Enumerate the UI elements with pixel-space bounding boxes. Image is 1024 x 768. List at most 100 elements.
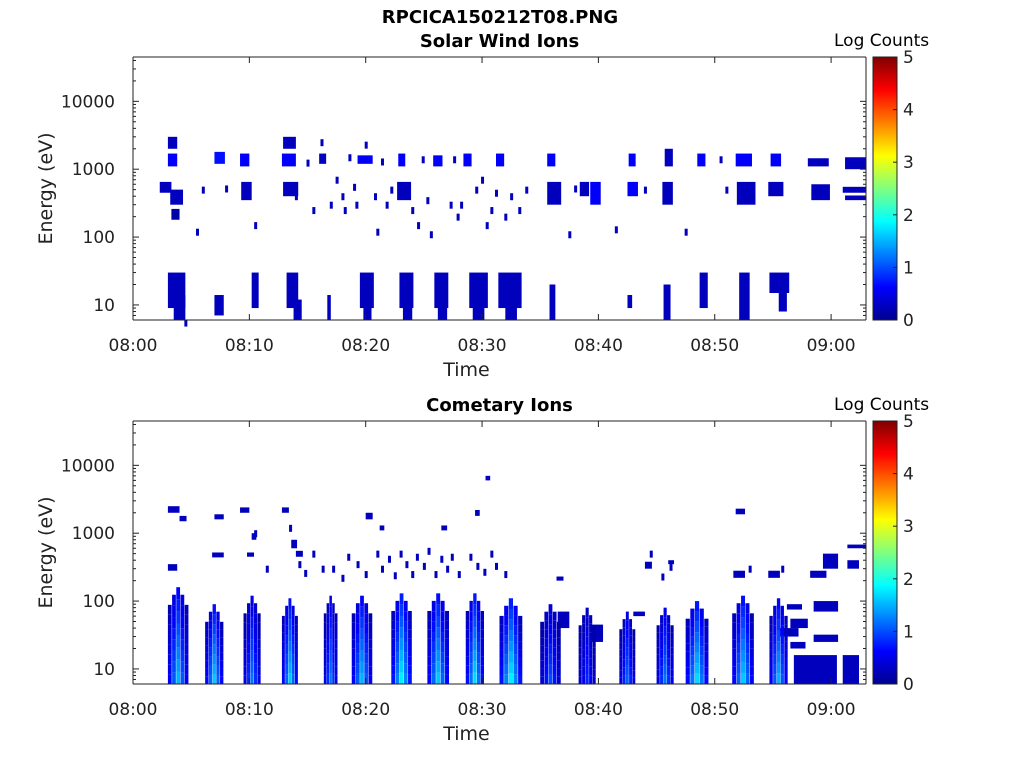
heatmap-cell — [704, 675, 709, 684]
heatmap-cell — [773, 635, 777, 645]
heatmap-cell — [254, 663, 258, 674]
heatmap-cell — [291, 615, 295, 626]
heatmap-cell — [480, 629, 485, 639]
heatmap-cell — [592, 654, 596, 662]
heatmap-cell — [257, 675, 261, 684]
heatmap-cell — [208, 620, 213, 630]
heatmap-cell — [556, 621, 561, 630]
heatmap-cell — [184, 674, 189, 684]
heatmap-cell — [736, 181, 756, 205]
heatmap-cell — [360, 617, 364, 629]
heatmap-cell — [403, 632, 408, 643]
heatmap-cell — [408, 647, 412, 657]
heatmap-cell — [427, 638, 432, 648]
heatmap-cell — [415, 553, 419, 561]
heatmap-cell — [776, 619, 781, 631]
heatmap-cell — [589, 649, 593, 659]
heatmap-cell — [469, 621, 473, 633]
heatmap-cell — [285, 635, 289, 645]
heatmap-cell — [355, 643, 360, 654]
heatmap-cell — [395, 621, 400, 633]
heatmap-cell — [289, 524, 293, 532]
heatmap-cell — [582, 640, 586, 650]
heatmap-cell — [364, 663, 369, 674]
heatmap-cell — [495, 562, 499, 570]
heatmap-cell — [619, 649, 623, 657]
heatmap-cell — [450, 553, 454, 561]
heatmap-cell — [619, 629, 623, 637]
heatmap-cell — [632, 656, 636, 664]
heatmap-cell — [427, 674, 432, 684]
heatmap-cell — [578, 669, 582, 677]
heatmap-cell — [784, 624, 788, 633]
heatmap-cell — [403, 652, 408, 664]
heatmap-cell — [212, 604, 216, 615]
heatmap-cell — [291, 664, 295, 675]
heatmap-cell — [663, 626, 667, 637]
heatmap-cell — [667, 675, 671, 684]
heatmap-cell — [363, 299, 372, 320]
heatmap-cell — [288, 598, 292, 609]
y-tick-label: 10 — [93, 296, 115, 316]
heatmap-cell — [243, 666, 247, 676]
heatmap-cell — [690, 618, 695, 628]
heatmap-cell — [405, 561, 409, 569]
heatmap-cell — [184, 614, 189, 625]
heatmap-cell — [329, 606, 332, 618]
heatmap-cell — [476, 663, 481, 674]
heatmap-cell — [784, 632, 788, 642]
heatmap-cell — [440, 611, 445, 622]
heatmap-cell — [472, 295, 485, 320]
heatmap-cell — [694, 663, 700, 674]
heatmap-cell — [205, 668, 209, 677]
heatmap-cell — [341, 574, 345, 582]
heatmap-cell — [813, 601, 839, 612]
figure-title: RPCICA150212T08.PNG — [381, 7, 619, 28]
heatmap-cell — [326, 663, 330, 674]
heatmap-cell — [508, 673, 513, 684]
heatmap-cell — [748, 565, 752, 573]
heatmap-cell — [436, 627, 441, 639]
heatmap-cell — [548, 664, 553, 675]
heatmap-cell — [582, 632, 586, 641]
heatmap-cell — [632, 663, 636, 671]
heatmap-cell — [508, 608, 513, 620]
heatmap-cell — [440, 555, 444, 563]
heatmap-cell — [364, 653, 369, 664]
panel-title-solar-wind: Solar Wind Ions — [419, 31, 580, 52]
colorbar — [872, 56, 898, 321]
heatmap-cell — [294, 658, 298, 667]
heatmap-cell — [622, 667, 626, 676]
heatmap-cell — [351, 657, 356, 667]
heatmap-cell — [395, 600, 400, 612]
heatmap-cell — [195, 228, 199, 236]
heatmap-cell — [460, 201, 464, 209]
heatmap-cell — [619, 656, 623, 664]
heatmap-cell — [694, 632, 700, 643]
heatmap-cell — [285, 605, 289, 616]
heatmap-cell — [440, 642, 445, 653]
heatmap-cell — [736, 623, 741, 634]
heatmap-cell — [556, 652, 561, 661]
heatmap-cell — [332, 663, 335, 674]
x-axis-label: Time — [442, 359, 490, 381]
heatmap-cell — [360, 672, 364, 684]
heatmap-cell — [694, 621, 700, 633]
heatmap-cell — [749, 613, 754, 623]
heatmap-cell — [656, 654, 660, 662]
heatmap-cell — [176, 671, 181, 684]
heatmap-cell — [811, 184, 830, 201]
heatmap-cell — [704, 667, 709, 676]
heatmap-cell — [732, 666, 737, 676]
heatmap-cell — [540, 629, 544, 638]
heatmap-cell — [540, 668, 544, 677]
heatmap-cell — [208, 656, 213, 666]
heatmap-cell — [251, 533, 257, 540]
heatmap-cell — [513, 605, 518, 616]
heatmap-cell — [395, 611, 400, 622]
heatmap-cell — [399, 604, 404, 617]
heatmap-cell — [176, 635, 181, 648]
heatmap-cells — [159, 136, 866, 327]
heatmap-cell — [465, 674, 470, 684]
heatmap-cell — [769, 666, 773, 676]
